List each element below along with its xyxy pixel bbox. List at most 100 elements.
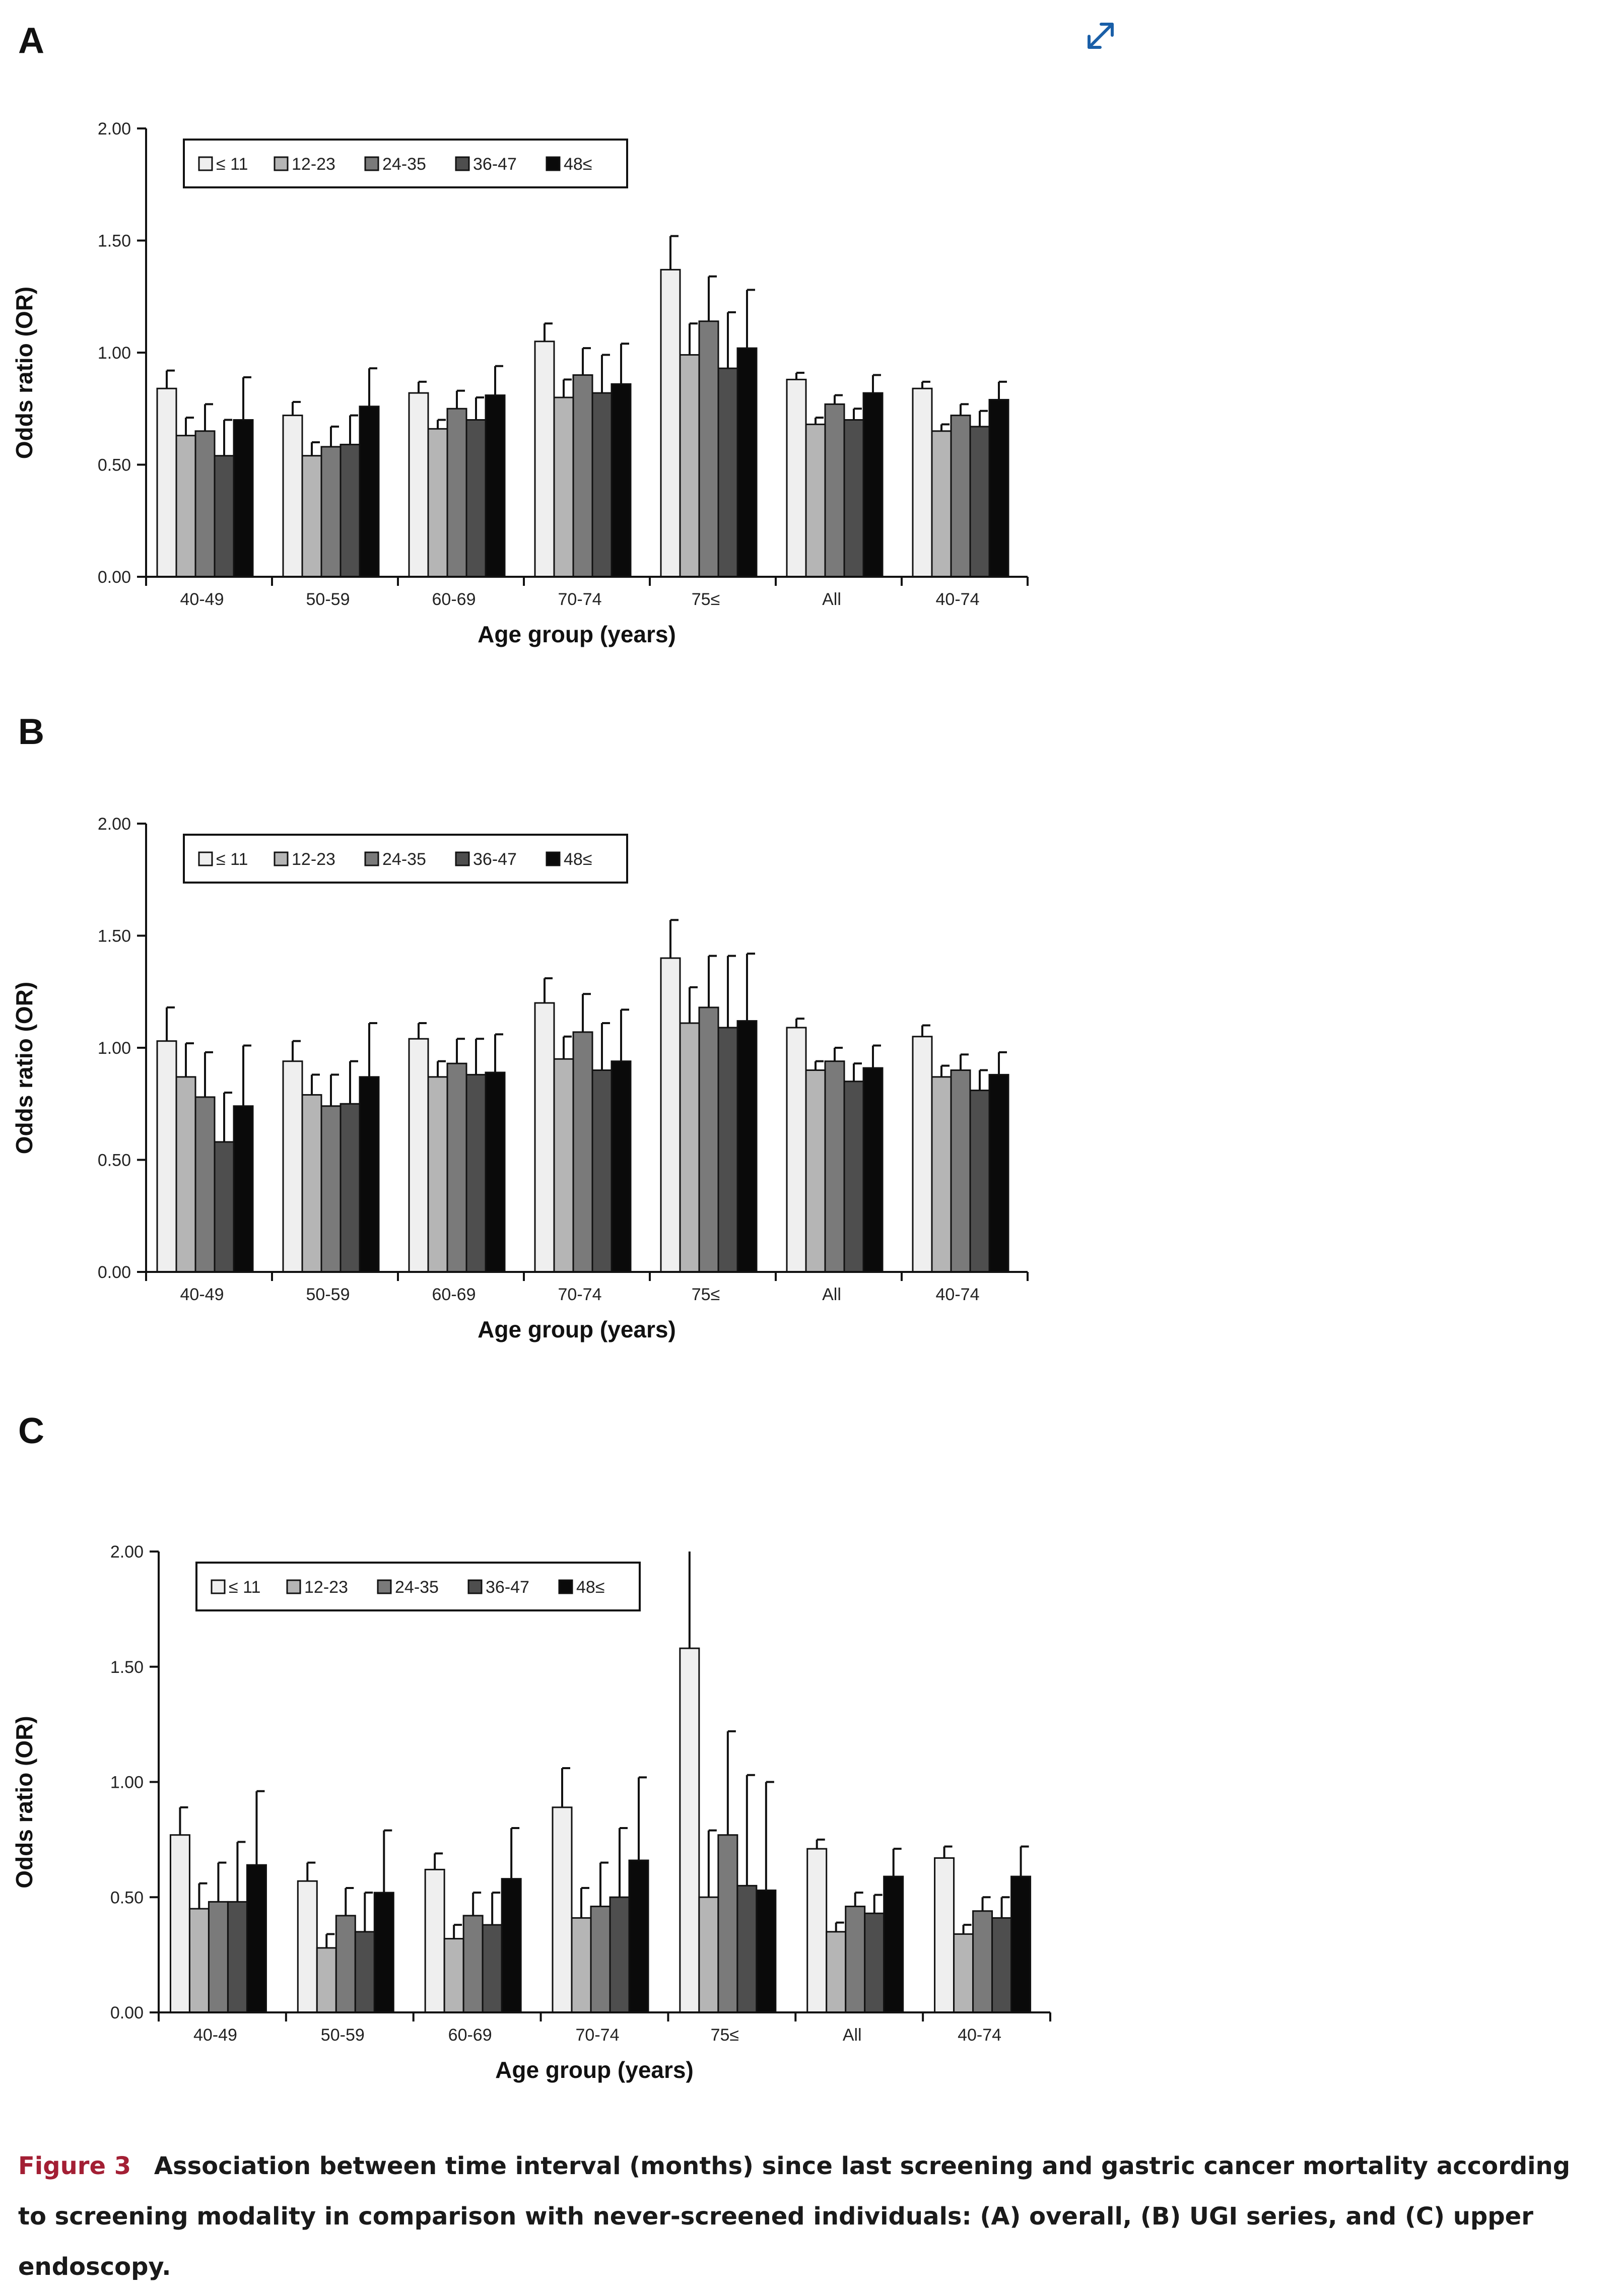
bar: [988, 398, 1009, 578]
legend-label: ≤ 11: [216, 155, 248, 174]
legend-label: 24-35: [382, 155, 426, 174]
bar: [194, 1096, 216, 1273]
legend-label: 24-35: [395, 1578, 439, 1597]
y-tick-label: 1.50: [98, 232, 131, 251]
bar: [169, 1834, 190, 2013]
bar: [988, 1073, 1009, 1273]
bar: [316, 1947, 337, 2013]
bar: [698, 1896, 719, 2013]
x-tick-label: All: [822, 590, 841, 609]
bar: [214, 1141, 235, 1273]
x-tick-label: 40-49: [193, 2026, 237, 2045]
bar: [552, 1806, 573, 2013]
bar: [282, 415, 303, 578]
legend-swatch: [546, 851, 561, 866]
bar: [297, 1880, 318, 2013]
panel-letter-c: C: [18, 1411, 44, 1451]
bar: [359, 1076, 380, 1273]
chart-panel-c: 0.00 0.50 1.00 1.50 2.00 40-49 50-59 60-69 70-74…: [11, 1542, 1051, 2083]
bar: [950, 415, 971, 578]
bar: [806, 1848, 828, 2013]
y-tick-label: 2.00: [110, 1542, 144, 1562]
bar: [679, 1647, 700, 2013]
bar: [553, 396, 574, 578]
legend-box: [183, 834, 628, 884]
x-tick-label: 60-69: [432, 590, 476, 609]
bar: [482, 1924, 503, 2013]
bar: [931, 430, 952, 578]
x-tick-label: 50-59: [306, 590, 350, 609]
x-tick-label: 75≤: [692, 1285, 720, 1304]
bar: [501, 1878, 522, 2013]
bar: [826, 1931, 847, 2013]
bar: [591, 392, 613, 578]
bar: [175, 1076, 196, 1273]
bar: [609, 1896, 630, 2013]
x-tick-label: 75≤: [711, 2026, 739, 2045]
bar: [373, 1892, 394, 2013]
bar: [446, 408, 467, 578]
legend-swatch: [455, 156, 470, 171]
bar: [534, 1002, 555, 1273]
x-tick-label: 40-74: [958, 2026, 1001, 2045]
bar: [534, 341, 555, 578]
bar: [156, 1040, 177, 1273]
bar: [354, 1931, 375, 2013]
expand-arrows-icon[interactable]: [1083, 18, 1118, 53]
bar: [953, 1933, 974, 2013]
bar: [301, 455, 322, 578]
legend-swatch: [211, 1579, 226, 1594]
y-axis-title: Odds ratio (OR): [11, 982, 37, 1154]
y-tick-label: 0.50: [110, 1888, 144, 1907]
bar: [214, 455, 235, 578]
bar: [571, 1917, 592, 2013]
panel-letter-a: A: [18, 21, 44, 61]
x-tick-label: 50-59: [306, 1285, 350, 1304]
legend-swatch: [198, 156, 213, 171]
x-axis-title: Age group (years): [495, 2057, 694, 2083]
bar: [843, 1081, 864, 1273]
x-tick-label: 40-74: [936, 590, 980, 609]
legend-swatch: [274, 851, 289, 866]
bar: [572, 374, 593, 578]
bar: [340, 443, 361, 578]
legend-swatch: [455, 851, 470, 866]
legend-label: 36-47: [473, 155, 517, 174]
x-tick-label: 50-59: [321, 2026, 365, 2045]
legend-label: 24-35: [382, 850, 426, 869]
y-tick-label: 1.00: [110, 1773, 144, 1792]
y-tick-label: 1.50: [110, 1658, 144, 1677]
bar: [736, 1884, 758, 2013]
bar: [931, 1076, 952, 1273]
y-axis-title: Odds ratio (OR): [11, 1716, 37, 1888]
bar: [717, 1834, 738, 2013]
bar: [969, 426, 990, 578]
bar: [862, 392, 884, 578]
x-tick-label: 60-69: [432, 1285, 476, 1304]
x-tick-label: 60-69: [448, 2026, 492, 2045]
bar: [553, 1058, 574, 1273]
y-axis-title: Odds ratio (OR): [11, 287, 37, 459]
bar: [282, 1060, 303, 1273]
bar: [408, 392, 429, 578]
bar: [335, 1915, 356, 2013]
bar: [805, 1069, 826, 1273]
bar: [427, 1076, 448, 1273]
bar: [611, 1060, 632, 1273]
chart-panel-b: 0.00 0.50 1.00 1.50 2.00 40-49 50-59 60-69 70-74…: [11, 815, 1029, 1342]
bar: [340, 1103, 361, 1273]
bar: [465, 419, 487, 578]
figure-caption-text: Association between time interval (month…: [18, 2152, 1571, 2281]
y-tick-label: 1.50: [98, 927, 131, 946]
bar: [864, 1912, 885, 2013]
legend-swatch: [546, 156, 561, 171]
y-tick-label: 2.00: [98, 815, 131, 834]
legend-label: 36-47: [486, 1578, 529, 1597]
panel-letter-b: B: [18, 712, 44, 752]
bar: [175, 435, 196, 578]
bar: [359, 406, 380, 578]
legend-label: ≤ 11: [229, 1578, 260, 1597]
bar: [786, 1027, 807, 1273]
bar: [934, 1857, 955, 2013]
x-tick-label: All: [843, 2026, 862, 2045]
